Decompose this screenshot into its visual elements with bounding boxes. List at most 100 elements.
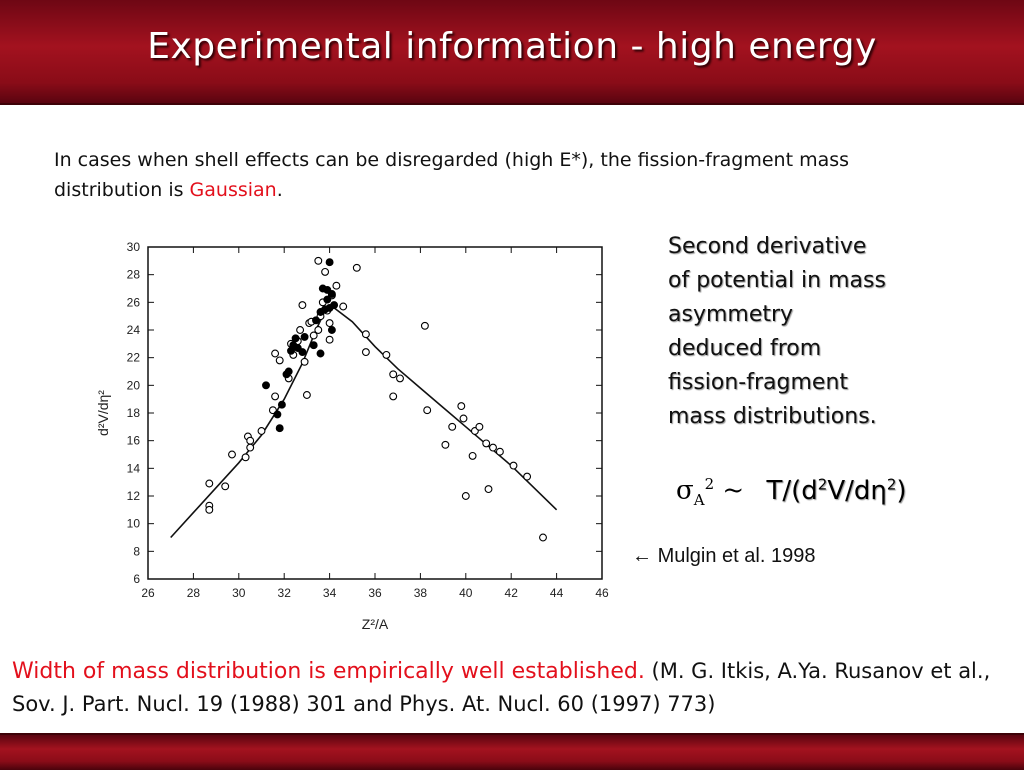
open-data-point [302, 391, 311, 399]
formula-rhs: T/(d2V/dη2) [766, 475, 907, 506]
open-data-point [325, 319, 334, 328]
filled-data-point [316, 349, 325, 358]
footer-citation: (M. G. Itkis, A.Ya. Rusanov et al., Sov.… [12, 659, 991, 716]
open-data-point [339, 302, 348, 311]
formula-sup: 2 [704, 475, 715, 493]
open-data-point [495, 447, 504, 456]
y-tick-label: 18 [127, 406, 141, 420]
slide-title: Experimental information - high energy [147, 26, 877, 67]
open-data-point [241, 453, 250, 462]
y-tick-label: 8 [133, 544, 140, 558]
formula-sigma: σ [676, 475, 694, 506]
open-data-point [420, 321, 429, 330]
plot-frame [147, 246, 603, 580]
open-data-point [321, 267, 330, 276]
formula-rhs-mid: V/dη [827, 475, 887, 506]
side-note-line: fission-fragment [668, 370, 849, 395]
x-axis-label: Z²/A [362, 616, 389, 632]
x-tick-label: 42 [505, 586, 519, 600]
y-tick-label: 24 [127, 323, 141, 337]
data-points [205, 256, 547, 542]
filled-data-point [325, 258, 334, 267]
filled-data-point [330, 301, 339, 310]
open-data-point [396, 374, 404, 383]
x-tick-label: 36 [368, 586, 382, 600]
open-data-point [314, 326, 323, 334]
mass-distribution-chart: 26 28 30 32 34 36 38 40 42 44 46 6 8 10 12 14 16 18 20 22 24… [98, 240, 609, 632]
open-data-point [539, 533, 547, 542]
y-axis-label: d²V/dη² [98, 390, 111, 436]
left-arrow-icon: ← [632, 545, 652, 567]
x-tick-label: 46 [595, 586, 609, 600]
intro-paragraph: In cases when shell effects can be disre… [54, 145, 914, 205]
open-data-point [314, 256, 323, 265]
open-data-point [382, 350, 391, 359]
side-note-line: deduced from [668, 336, 822, 361]
open-data-point [459, 414, 468, 423]
y-tick-label: 22 [127, 351, 141, 365]
open-data-point [271, 392, 280, 401]
open-data-point [509, 461, 518, 470]
y-tick-label: 20 [127, 378, 141, 392]
formula-rhs-post: ) [896, 475, 907, 506]
x-tick-label: 40 [459, 586, 473, 600]
open-data-point [423, 406, 432, 415]
x-tick-label: 28 [187, 586, 201, 600]
open-data-point [296, 326, 305, 334]
formula-rhs-pre: T/(d [766, 475, 818, 506]
axis-ticks: 26 28 30 32 34 36 38 40 42 44 46 6 8 10 12 14 16 18 20 22 24… [127, 240, 609, 600]
open-data-point [461, 492, 470, 500]
formula-tilde: ~ [722, 475, 745, 506]
open-data-point [457, 402, 466, 411]
formula-rhs-sup1: 2 [817, 475, 828, 493]
open-data-point [332, 281, 341, 290]
filled-data-point [327, 290, 336, 298]
open-data-point [441, 440, 450, 449]
open-data-point [361, 330, 370, 339]
open-data-point [298, 301, 307, 310]
open-data-point [246, 436, 255, 445]
x-tick-label: 44 [550, 586, 564, 600]
filled-data-point [323, 295, 332, 304]
bottom-banner [0, 733, 1024, 770]
open-data-point [275, 356, 284, 365]
variance-formula: σA2 ~ T/(d2V/dη2) [676, 475, 907, 509]
open-data-point [468, 451, 477, 460]
x-tick-label: 32 [278, 586, 292, 600]
filled-data-point [298, 348, 307, 357]
y-tick-label: 28 [127, 268, 141, 282]
filled-data-point [327, 326, 336, 334]
open-data-point [448, 422, 457, 431]
intro-end: . [276, 179, 283, 201]
y-tick-label: 10 [127, 517, 141, 531]
open-data-point [482, 439, 491, 448]
formula-sub: A [693, 490, 705, 509]
side-note-line: asymmetry [668, 302, 794, 327]
y-tick-label: 6 [133, 572, 140, 586]
intro-highlight: Gaussian [189, 179, 277, 201]
open-data-point [228, 450, 236, 459]
y-tick-label: 14 [127, 461, 141, 475]
open-data-point [309, 331, 318, 340]
open-data-point [300, 357, 309, 366]
filled-data-point [273, 410, 282, 419]
open-data-point [523, 472, 532, 481]
side-note-line: of potential in mass [668, 268, 886, 293]
open-data-point [205, 505, 214, 514]
filled-data-point [309, 341, 318, 350]
open-data-point [389, 370, 398, 379]
side-note: Second derivative of potential in mass a… [668, 230, 968, 434]
filled-data-point [300, 332, 309, 341]
y-tick-label: 26 [127, 295, 141, 309]
x-tick-label: 34 [323, 586, 337, 600]
side-note-line: mass distributions. [668, 404, 877, 429]
side-note-line: Second derivative [668, 234, 867, 259]
open-data-point [325, 335, 334, 344]
open-data-point [484, 485, 493, 494]
filled-data-point [312, 316, 320, 325]
open-data-point [221, 482, 230, 491]
filled-data-point [284, 367, 293, 376]
x-tick-label: 26 [141, 586, 155, 600]
formula-rhs-sup2: 2 [886, 475, 897, 493]
open-data-point [205, 479, 214, 488]
